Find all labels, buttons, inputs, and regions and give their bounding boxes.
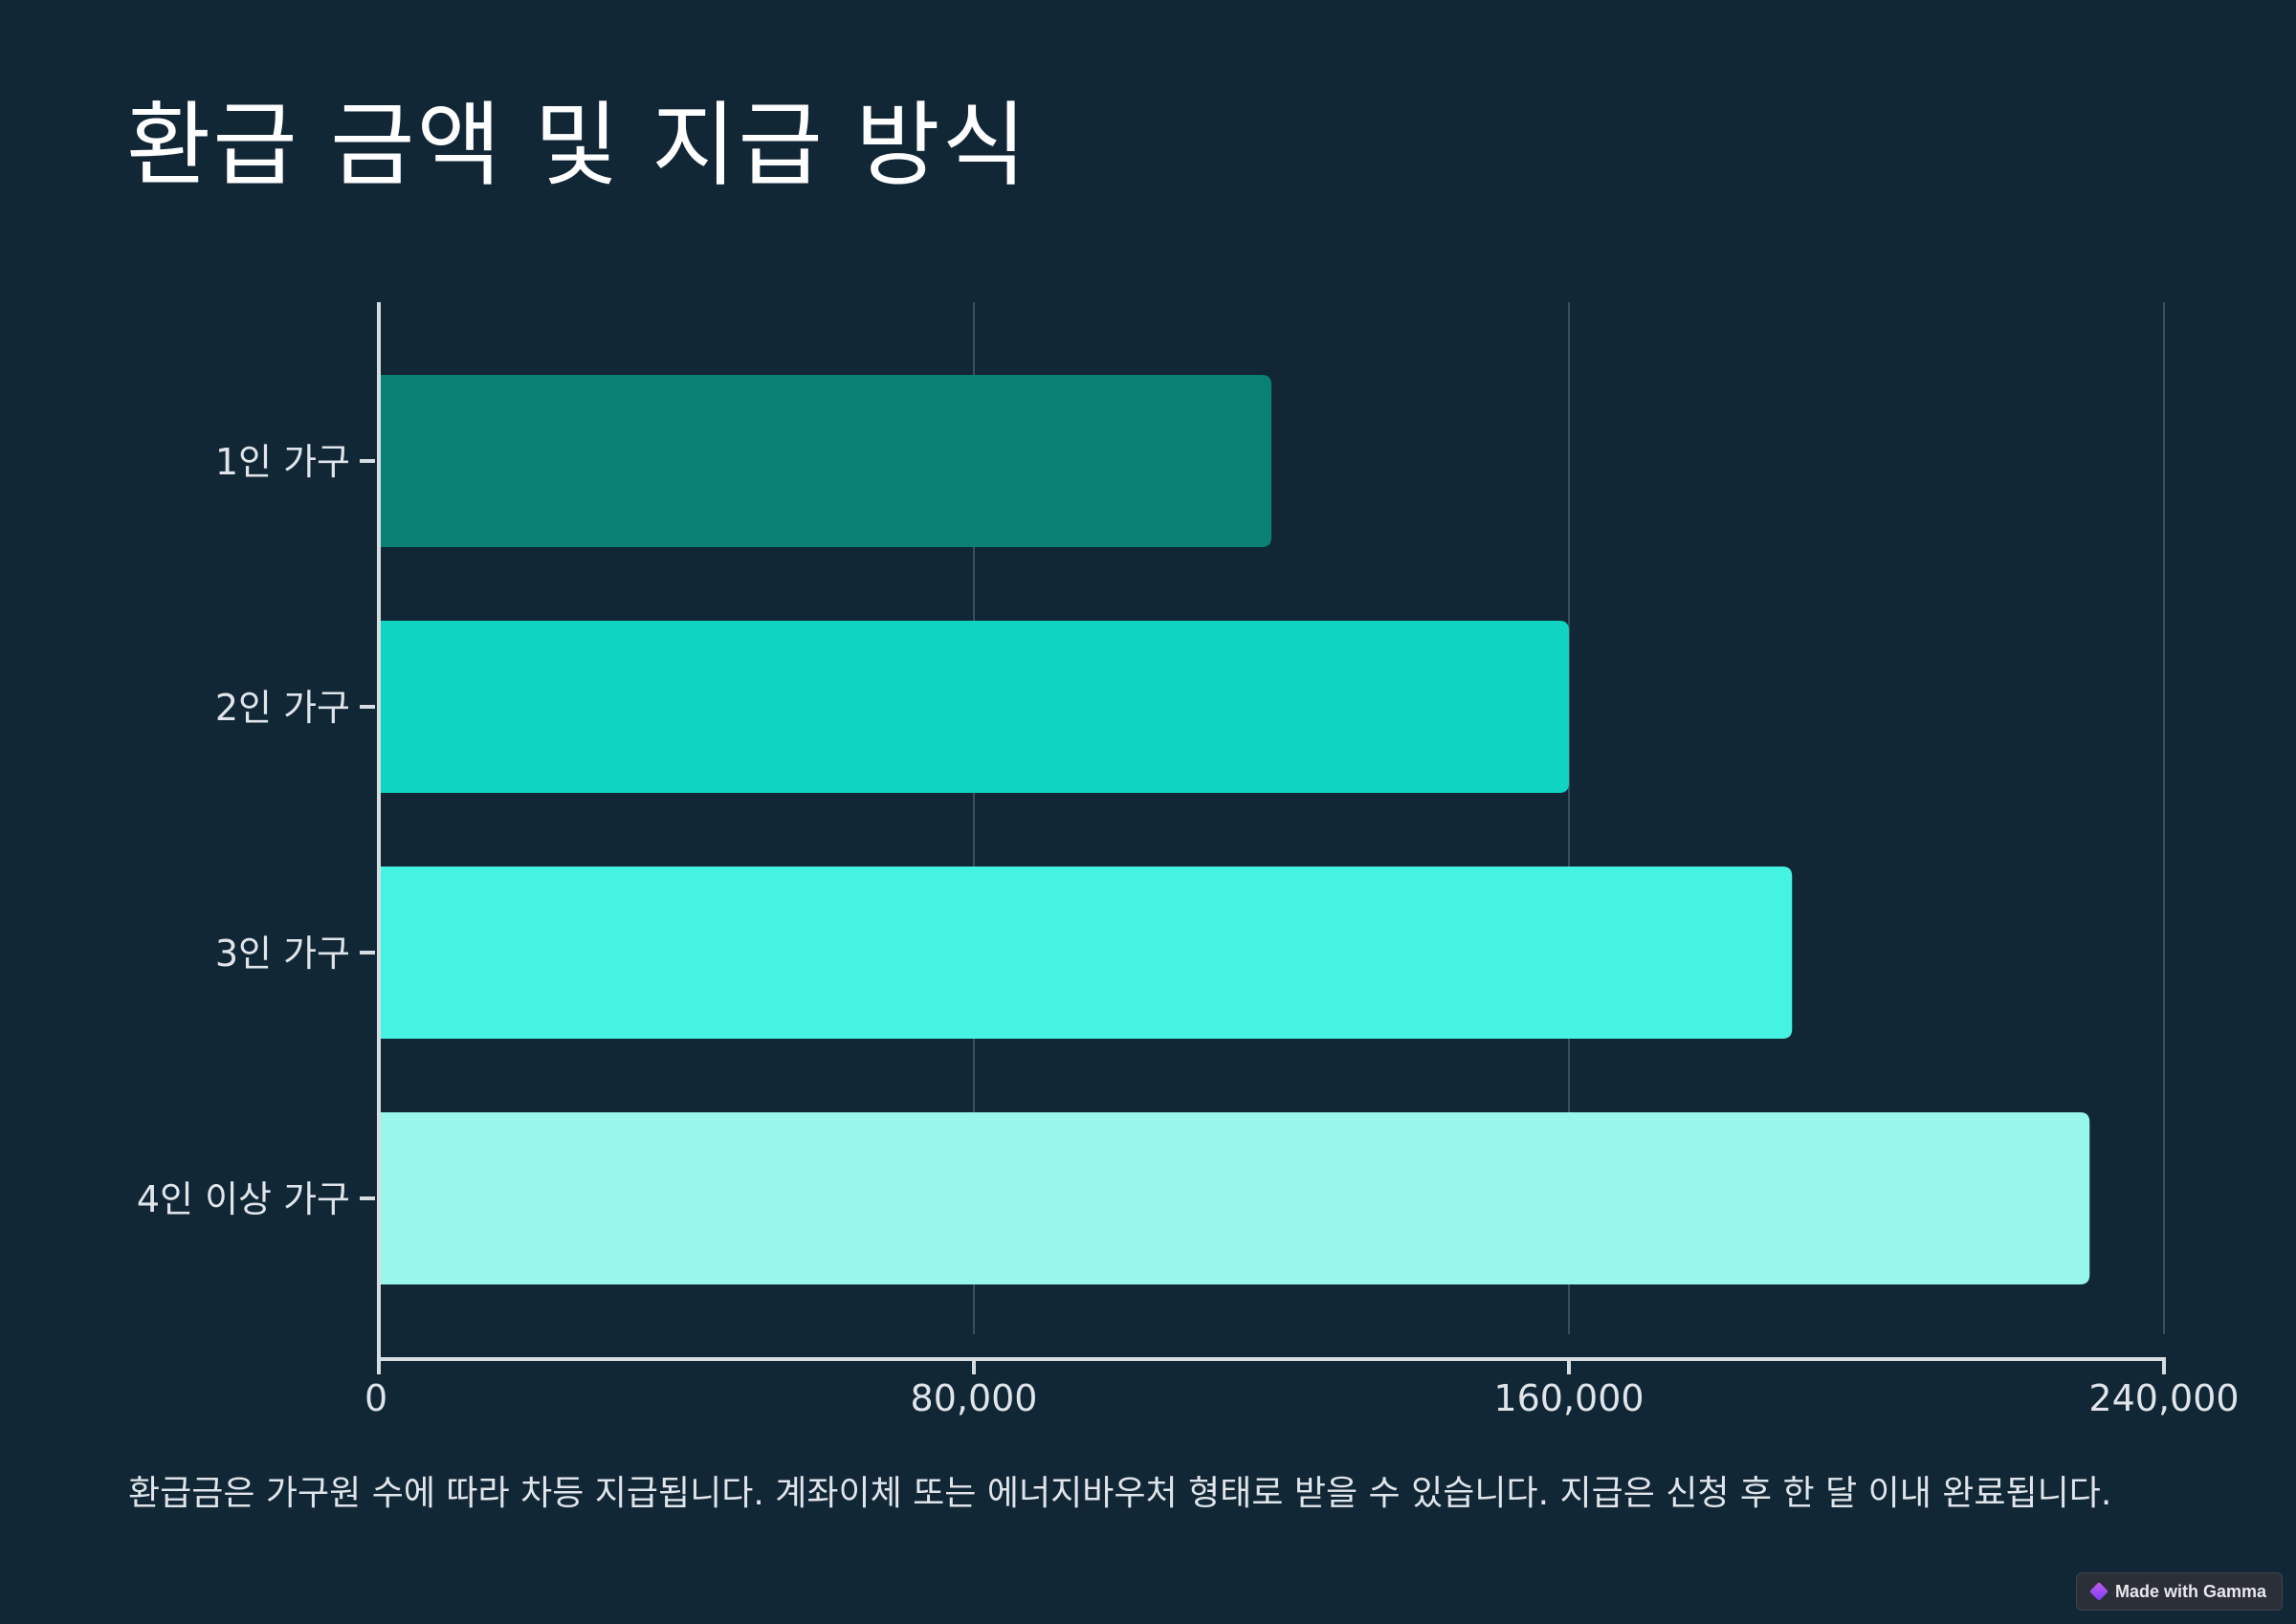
y-tick-label: 2인 가구 [215,687,350,729]
x-tick-label: 0 [364,1377,387,1419]
y-tick-label: 4인 이상 가구 [137,1178,350,1220]
bar [379,375,1271,547]
x-tick-label: 160,000 [1493,1377,1644,1419]
bar [379,1112,2090,1284]
x-tick-label: 80,000 [911,1377,1038,1419]
y-tick-label: 1인 가구 [215,441,350,483]
page-title: 환급 금액 및 지급 방식 [126,92,1028,199]
x-tick-label: 240,000 [2088,1377,2239,1419]
y-tick-label: 3인 가구 [215,933,350,975]
gamma-logo-icon [2089,1582,2108,1601]
bar [379,867,1793,1039]
made-with-gamma-badge[interactable]: Made with Gamma [2076,1572,2283,1611]
bar [379,621,1569,793]
chart-caption: 환급금은 가구원 수에 따라 차등 지급됩니다. 계좌이체 또는 에너지바우처 … [128,1474,2112,1513]
badge-label: Made with Gamma [2114,1581,2267,1601]
